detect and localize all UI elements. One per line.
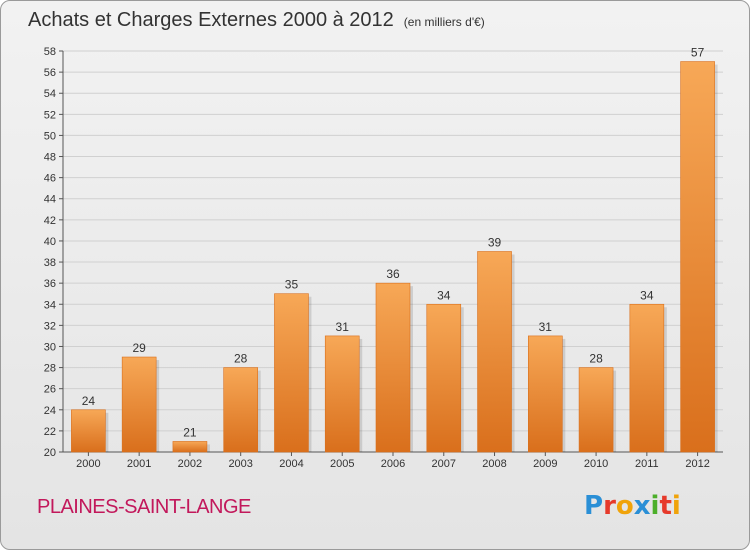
x-tick-label-2008: 2008 <box>482 458 506 470</box>
x-tick-label-2003: 2003 <box>228 458 252 470</box>
y-tick-label: 50 <box>44 130 56 142</box>
y-tick-label: 26 <box>44 384 56 396</box>
x-tick-label-2010: 2010 <box>584 458 608 470</box>
x-tick-label-2007: 2007 <box>432 458 456 470</box>
data-label-2003: 28 <box>234 352 248 366</box>
data-label-2004: 35 <box>285 278 299 292</box>
x-tick-label-2000: 2000 <box>76 458 100 470</box>
y-tick-label: 44 <box>44 194 56 206</box>
commune-name: PLAINES-SAINT-LANGE <box>37 496 251 518</box>
y-tick-label: 34 <box>44 299 56 311</box>
bar-2001 <box>121 356 157 453</box>
data-label-2000: 24 <box>82 394 96 408</box>
y-tick-label: 36 <box>44 278 56 290</box>
y-tick-label: 24 <box>44 405 56 417</box>
logo-letter: i <box>671 491 681 521</box>
x-tick-label-2012: 2012 <box>685 458 709 470</box>
bar-2004 <box>274 293 309 453</box>
y-tick-label: 54 <box>44 88 56 100</box>
logo-letter: P <box>584 491 604 521</box>
bar-2012 <box>680 61 715 453</box>
data-label-2010: 28 <box>589 352 603 366</box>
y-tick-label: 42 <box>44 215 56 227</box>
logo-letter: x <box>633 491 651 521</box>
x-tick-label-2009: 2009 <box>533 458 557 470</box>
x-tick-label-2005: 2005 <box>330 458 354 470</box>
y-tick-label: 46 <box>44 173 56 185</box>
bar-2010 <box>578 367 614 453</box>
bar-2009 <box>528 335 563 453</box>
y-tick-label: 48 <box>44 152 56 164</box>
chart-unit: (en milliers d'€) <box>403 15 485 29</box>
x-tick-label-2002: 2002 <box>178 458 202 470</box>
logo-letter: i <box>650 491 660 521</box>
logo-letter: o <box>615 491 634 521</box>
bar-2007 <box>426 303 462 453</box>
data-label-2005: 31 <box>336 320 350 334</box>
data-label-2009: 31 <box>539 320 553 334</box>
chart-title-block: Achats et Charges Externes 2000 à 2012 (e… <box>28 9 485 32</box>
bar-2006 <box>375 282 411 453</box>
data-label-2011: 34 <box>640 288 654 302</box>
data-label-2008: 39 <box>488 236 502 250</box>
logo-letter: t <box>659 491 672 521</box>
y-tick-label: 22 <box>44 426 56 438</box>
proxiti-logo: Proxiti <box>584 491 681 521</box>
bar-2002 <box>172 441 208 453</box>
bar-2008 <box>477 251 512 453</box>
data-label-2001: 29 <box>132 341 146 355</box>
logo-letter: r <box>603 491 616 521</box>
x-tick-label-2006: 2006 <box>381 458 405 470</box>
y-tick-label: 52 <box>44 109 56 121</box>
x-tick-label-2011: 2011 <box>635 458 659 470</box>
data-label-2006: 36 <box>386 267 400 281</box>
bar-2005 <box>324 335 360 453</box>
bar-2011 <box>629 303 665 453</box>
data-label-2007: 34 <box>437 288 451 302</box>
data-label-2002: 21 <box>183 425 197 439</box>
bar-2000 <box>71 409 106 453</box>
y-tick-label: 20 <box>44 447 56 459</box>
y-tick-label: 56 <box>44 67 56 79</box>
y-tick-label: 40 <box>44 236 56 248</box>
y-tick-label: 28 <box>44 363 56 375</box>
chart-title: Achats et Charges Externes 2000 à 2012 <box>28 9 394 31</box>
y-tick-label: 30 <box>44 341 56 353</box>
y-tick-label: 58 <box>44 46 56 58</box>
data-label-2012: 57 <box>691 46 705 60</box>
bars: 24 29 21 28 35 31 36 34 39 31 28 34 57 <box>71 46 718 453</box>
y-tick-label: 32 <box>44 320 56 332</box>
bar-2003 <box>223 367 258 453</box>
x-tick-label-2001: 2001 <box>127 458 151 470</box>
x-tick-label-2004: 2004 <box>279 458 303 470</box>
y-tick-label: 38 <box>44 257 56 269</box>
